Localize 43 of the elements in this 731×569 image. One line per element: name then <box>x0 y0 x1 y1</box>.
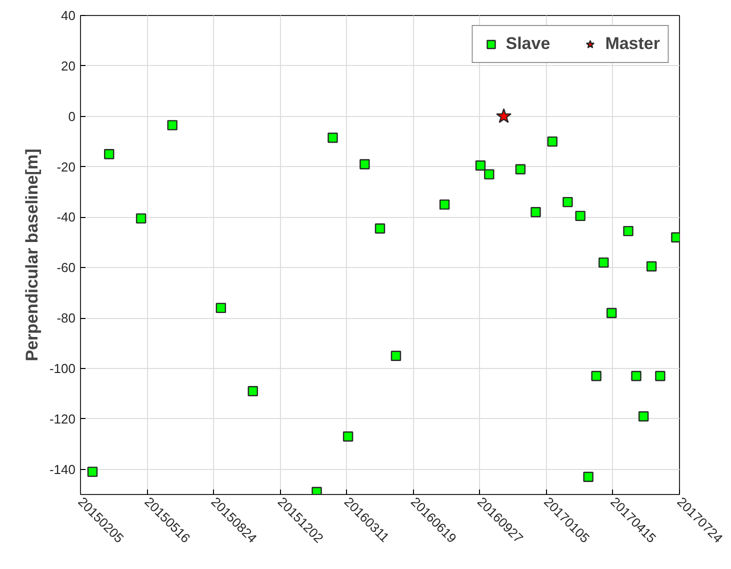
point <box>484 169 494 180</box>
point <box>167 120 178 130</box>
y-tick-label: 20 <box>61 58 76 74</box>
y-tick-label: -80 <box>56 310 76 326</box>
point <box>216 302 226 314</box>
point <box>439 199 450 210</box>
point <box>360 159 370 170</box>
point <box>328 132 338 143</box>
point <box>475 160 486 171</box>
point <box>646 261 657 272</box>
point <box>623 226 634 236</box>
point <box>547 136 558 147</box>
point <box>655 370 666 382</box>
point <box>312 486 322 494</box>
point <box>562 196 573 208</box>
point <box>631 370 642 382</box>
point <box>598 257 609 268</box>
point <box>575 210 586 222</box>
y-axis-title: Perpendicular baseline[m] <box>22 148 42 362</box>
y-tick-label: -40 <box>56 210 76 225</box>
point <box>390 350 402 361</box>
point <box>342 431 354 442</box>
y-tick-label: -140 <box>49 462 76 477</box>
y-tick-label: 0 <box>68 108 76 124</box>
point <box>583 472 594 482</box>
point <box>87 466 98 477</box>
point <box>606 308 617 318</box>
y-tick-label: -60 <box>56 260 76 276</box>
point <box>104 149 114 160</box>
point <box>591 370 602 382</box>
legend-label: Master <box>605 34 660 54</box>
point <box>136 213 146 224</box>
point <box>638 411 649 422</box>
y-tick-label: -120 <box>49 411 76 426</box>
point <box>496 108 512 124</box>
point <box>530 207 541 218</box>
y-tick-label: 40 <box>61 8 76 23</box>
legend-label: Slave <box>506 34 550 54</box>
point <box>374 223 386 234</box>
y-tick-label: -20 <box>56 159 76 174</box>
y-tick-label: -100 <box>49 360 76 376</box>
point <box>515 164 526 174</box>
point <box>248 386 258 396</box>
